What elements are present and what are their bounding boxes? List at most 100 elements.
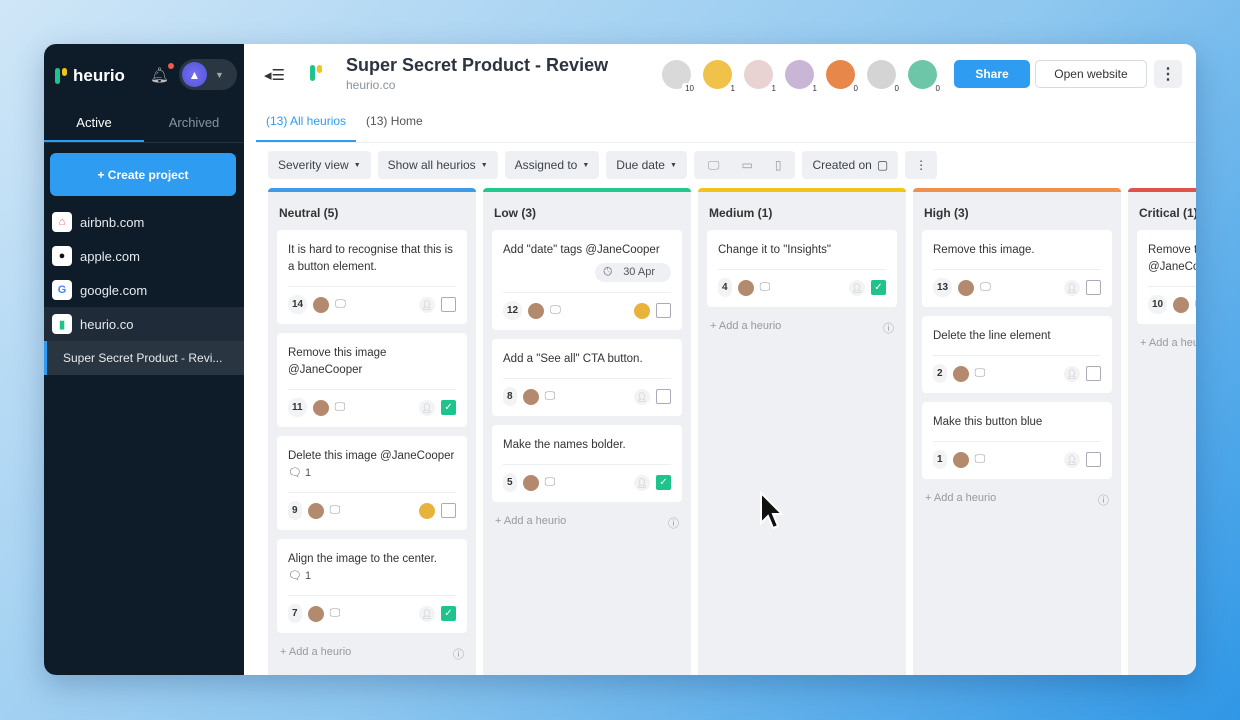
heurio-card[interactable]: Add "date" tags @JaneCooper 🕓︎ 30 Apr 12 🖵︎ bbox=[492, 230, 682, 330]
severity-view-dropdown[interactable]: Severity view ▼ bbox=[268, 151, 371, 179]
assignee-avatar[interactable]: 👤︎ bbox=[1064, 451, 1080, 468]
open-website-button[interactable]: Open website bbox=[1035, 60, 1147, 88]
resolve-checkbox[interactable]: ✓ bbox=[656, 475, 671, 490]
assignee-avatar[interactable]: 👤︎ bbox=[634, 474, 650, 491]
google-icon: G bbox=[52, 280, 72, 300]
project-name: airbnb.com bbox=[80, 214, 145, 230]
comments[interactable]: 🗨︎ 1 bbox=[288, 465, 456, 482]
column-title: Neutral (5) bbox=[279, 206, 339, 220]
card-text: Remove this image. bbox=[933, 244, 1035, 256]
resolve-checkbox[interactable] bbox=[441, 503, 456, 518]
assignee-avatar[interactable]: 👤︎ bbox=[419, 605, 435, 622]
heurio-card[interactable]: Add a "See all" CTA button. 8 🖵︎ 👤︎ bbox=[492, 339, 682, 416]
resolve-checkbox[interactable]: ✓ bbox=[441, 606, 456, 621]
resolve-checkbox[interactable] bbox=[1086, 452, 1101, 467]
resolve-checkbox[interactable]: ✓ bbox=[441, 400, 456, 415]
assignee-avatar[interactable]: 👤︎ bbox=[634, 388, 650, 405]
heurio-card[interactable]: Make this button blue 1 🖵︎ 👤︎ bbox=[922, 402, 1112, 479]
assignee-avatar[interactable] bbox=[419, 502, 435, 519]
share-button[interactable]: Share bbox=[954, 60, 1030, 88]
heurio-card[interactable]: Align the image to the center. 🗨︎ 1 7 🖵︎ 👤︎ ✓ bbox=[277, 539, 467, 633]
project-item[interactable]: ● apple.com bbox=[44, 239, 244, 273]
tab-active[interactable]: Active bbox=[44, 107, 144, 142]
add-heurio-button[interactable]: + Add a heurio bbox=[280, 646, 352, 658]
label: Show all heurios bbox=[387, 158, 476, 172]
help-icon[interactable]: ⓘ bbox=[453, 649, 464, 661]
caret-icon: ▼ bbox=[353, 161, 361, 169]
severity-column: Medium (1) Change it to "Insights" 4 🖵︎ 👤︎ ✓ +… bbox=[698, 188, 906, 675]
tab-home[interactable]: (13) Home bbox=[366, 114, 423, 128]
member-avatar[interactable]: 1 bbox=[785, 60, 820, 94]
project-item[interactable]: ▮ heurio.co bbox=[44, 307, 244, 341]
collapse-sidebar-icon[interactable]: ◂☰ bbox=[264, 67, 285, 84]
card-number: 1 bbox=[933, 450, 947, 469]
avatar bbox=[908, 60, 937, 89]
resolve-checkbox[interactable] bbox=[656, 303, 671, 318]
project-name: google.com bbox=[80, 282, 148, 298]
create-project-button[interactable]: + Create project bbox=[50, 153, 236, 196]
comments[interactable]: 🗨︎ 1 bbox=[288, 568, 456, 585]
assignee-avatar[interactable] bbox=[634, 302, 650, 319]
help-icon[interactable]: ⓘ bbox=[668, 518, 679, 530]
member-count: 1 bbox=[727, 83, 738, 94]
due-date-dropdown[interactable]: Due date ▼ bbox=[606, 151, 687, 179]
project-item[interactable]: ⌂ airbnb.com bbox=[44, 205, 244, 239]
filter-more-icon[interactable]: ⋮ bbox=[905, 151, 938, 179]
assignee-avatar[interactable]: 👤︎ bbox=[419, 296, 435, 313]
add-heurio-button[interactable]: + Add a heurio bbox=[495, 515, 567, 527]
desktop-icon: 🖵︎ bbox=[335, 298, 346, 310]
help-icon[interactable]: ⓘ bbox=[1098, 495, 1109, 507]
member-avatar[interactable]: 1 bbox=[744, 60, 779, 94]
member-avatar[interactable]: 1 bbox=[703, 60, 738, 94]
account-menu[interactable]: ▲ ▼ bbox=[179, 59, 237, 90]
severity-column: Critical (1) Remove this image @JaneCoope… bbox=[1128, 188, 1196, 675]
add-heurio-button[interactable]: + Add a heurio bbox=[710, 320, 782, 332]
card-number: 11 bbox=[288, 398, 307, 417]
desktop-icon[interactable]: 🖵︎ bbox=[707, 157, 720, 172]
resolve-checkbox[interactable] bbox=[656, 389, 671, 404]
more-icon[interactable]: ⋮ bbox=[1154, 60, 1182, 88]
add-heurio-button[interactable]: + Add a heurio bbox=[925, 492, 997, 504]
member-avatar[interactable]: 10 bbox=[662, 60, 697, 94]
mobile-icon[interactable]: ▯ bbox=[774, 158, 782, 172]
assignee-avatar[interactable]: 👤︎ bbox=[1064, 365, 1080, 382]
help-icon[interactable]: ⓘ bbox=[883, 323, 894, 335]
heurio-card[interactable]: Delete this image @JaneCooper 🗨︎ 1 9 🖵︎ bbox=[277, 436, 467, 530]
resolve-checkbox[interactable] bbox=[1086, 280, 1101, 295]
resolve-checkbox[interactable] bbox=[1086, 366, 1101, 381]
heurio-card[interactable]: Make the names bolder. 5 🖵︎ 👤︎ ✓ bbox=[492, 425, 682, 502]
show-heurios-dropdown[interactable]: Show all heurios ▼ bbox=[377, 151, 498, 179]
heurio-icon: ▮ bbox=[52, 314, 72, 334]
board: Neutral (5) It is hard to recognise that … bbox=[268, 188, 1196, 675]
desktop-icon: 🖵︎ bbox=[1195, 296, 1196, 313]
tablet-icon[interactable]: ▭ bbox=[741, 158, 753, 172]
add-heurio-button[interactable]: + Add a heurio bbox=[1140, 337, 1196, 349]
assignee-avatar[interactable]: 👤︎ bbox=[1064, 279, 1080, 296]
assignee-avatar[interactable]: 👤︎ bbox=[849, 279, 865, 296]
assigned-to-dropdown[interactable]: Assigned to ▼ bbox=[504, 151, 600, 179]
heurio-card[interactable]: Remove this image @JaneCooper10🖵︎👤︎ bbox=[1137, 230, 1196, 324]
heurio-card[interactable]: Remove this image @JaneCooper 11 🖵︎ 👤︎ ✓ bbox=[277, 333, 467, 427]
tab-archived[interactable]: Archived bbox=[168, 115, 220, 130]
tab-all-heurios[interactable]: (13) All heurios bbox=[256, 106, 357, 142]
avatar bbox=[744, 60, 773, 89]
member-avatar[interactable]: 0 bbox=[908, 60, 943, 94]
comment-icon: 🗨︎ bbox=[288, 570, 302, 582]
assignee-avatar[interactable]: 👤︎ bbox=[419, 399, 435, 416]
member-count: 0 bbox=[932, 83, 943, 94]
created-on-filter[interactable]: Created on ▢ bbox=[802, 151, 899, 179]
heurio-card[interactable]: Delete the line element 2 🖵︎ 👤︎ bbox=[922, 316, 1112, 393]
author-avatar bbox=[313, 296, 330, 313]
bell-icon[interactable]: 🔔︎ bbox=[150, 63, 175, 84]
heurio-card[interactable]: Change it to "Insights" 4 🖵︎ 👤︎ ✓ bbox=[707, 230, 897, 307]
severity-column: Low (3) Add "date" tags @JaneCooper 🕓︎ 30 … bbox=[483, 188, 691, 675]
member-avatar[interactable]: 0 bbox=[826, 60, 861, 94]
heurio-card[interactable]: Remove this image. 13 🖵︎ 👤︎ bbox=[922, 230, 1112, 307]
resolve-checkbox[interactable]: ✓ bbox=[871, 280, 886, 295]
resolve-checkbox[interactable] bbox=[441, 297, 456, 312]
desktop-icon: 🖵︎ bbox=[544, 476, 556, 488]
project-page-item[interactable]: Super Secret Product - Revi... bbox=[44, 341, 244, 375]
member-avatar[interactable]: 0 bbox=[867, 60, 902, 94]
heurio-card[interactable]: It is hard to recognise that this is a b… bbox=[277, 230, 467, 324]
